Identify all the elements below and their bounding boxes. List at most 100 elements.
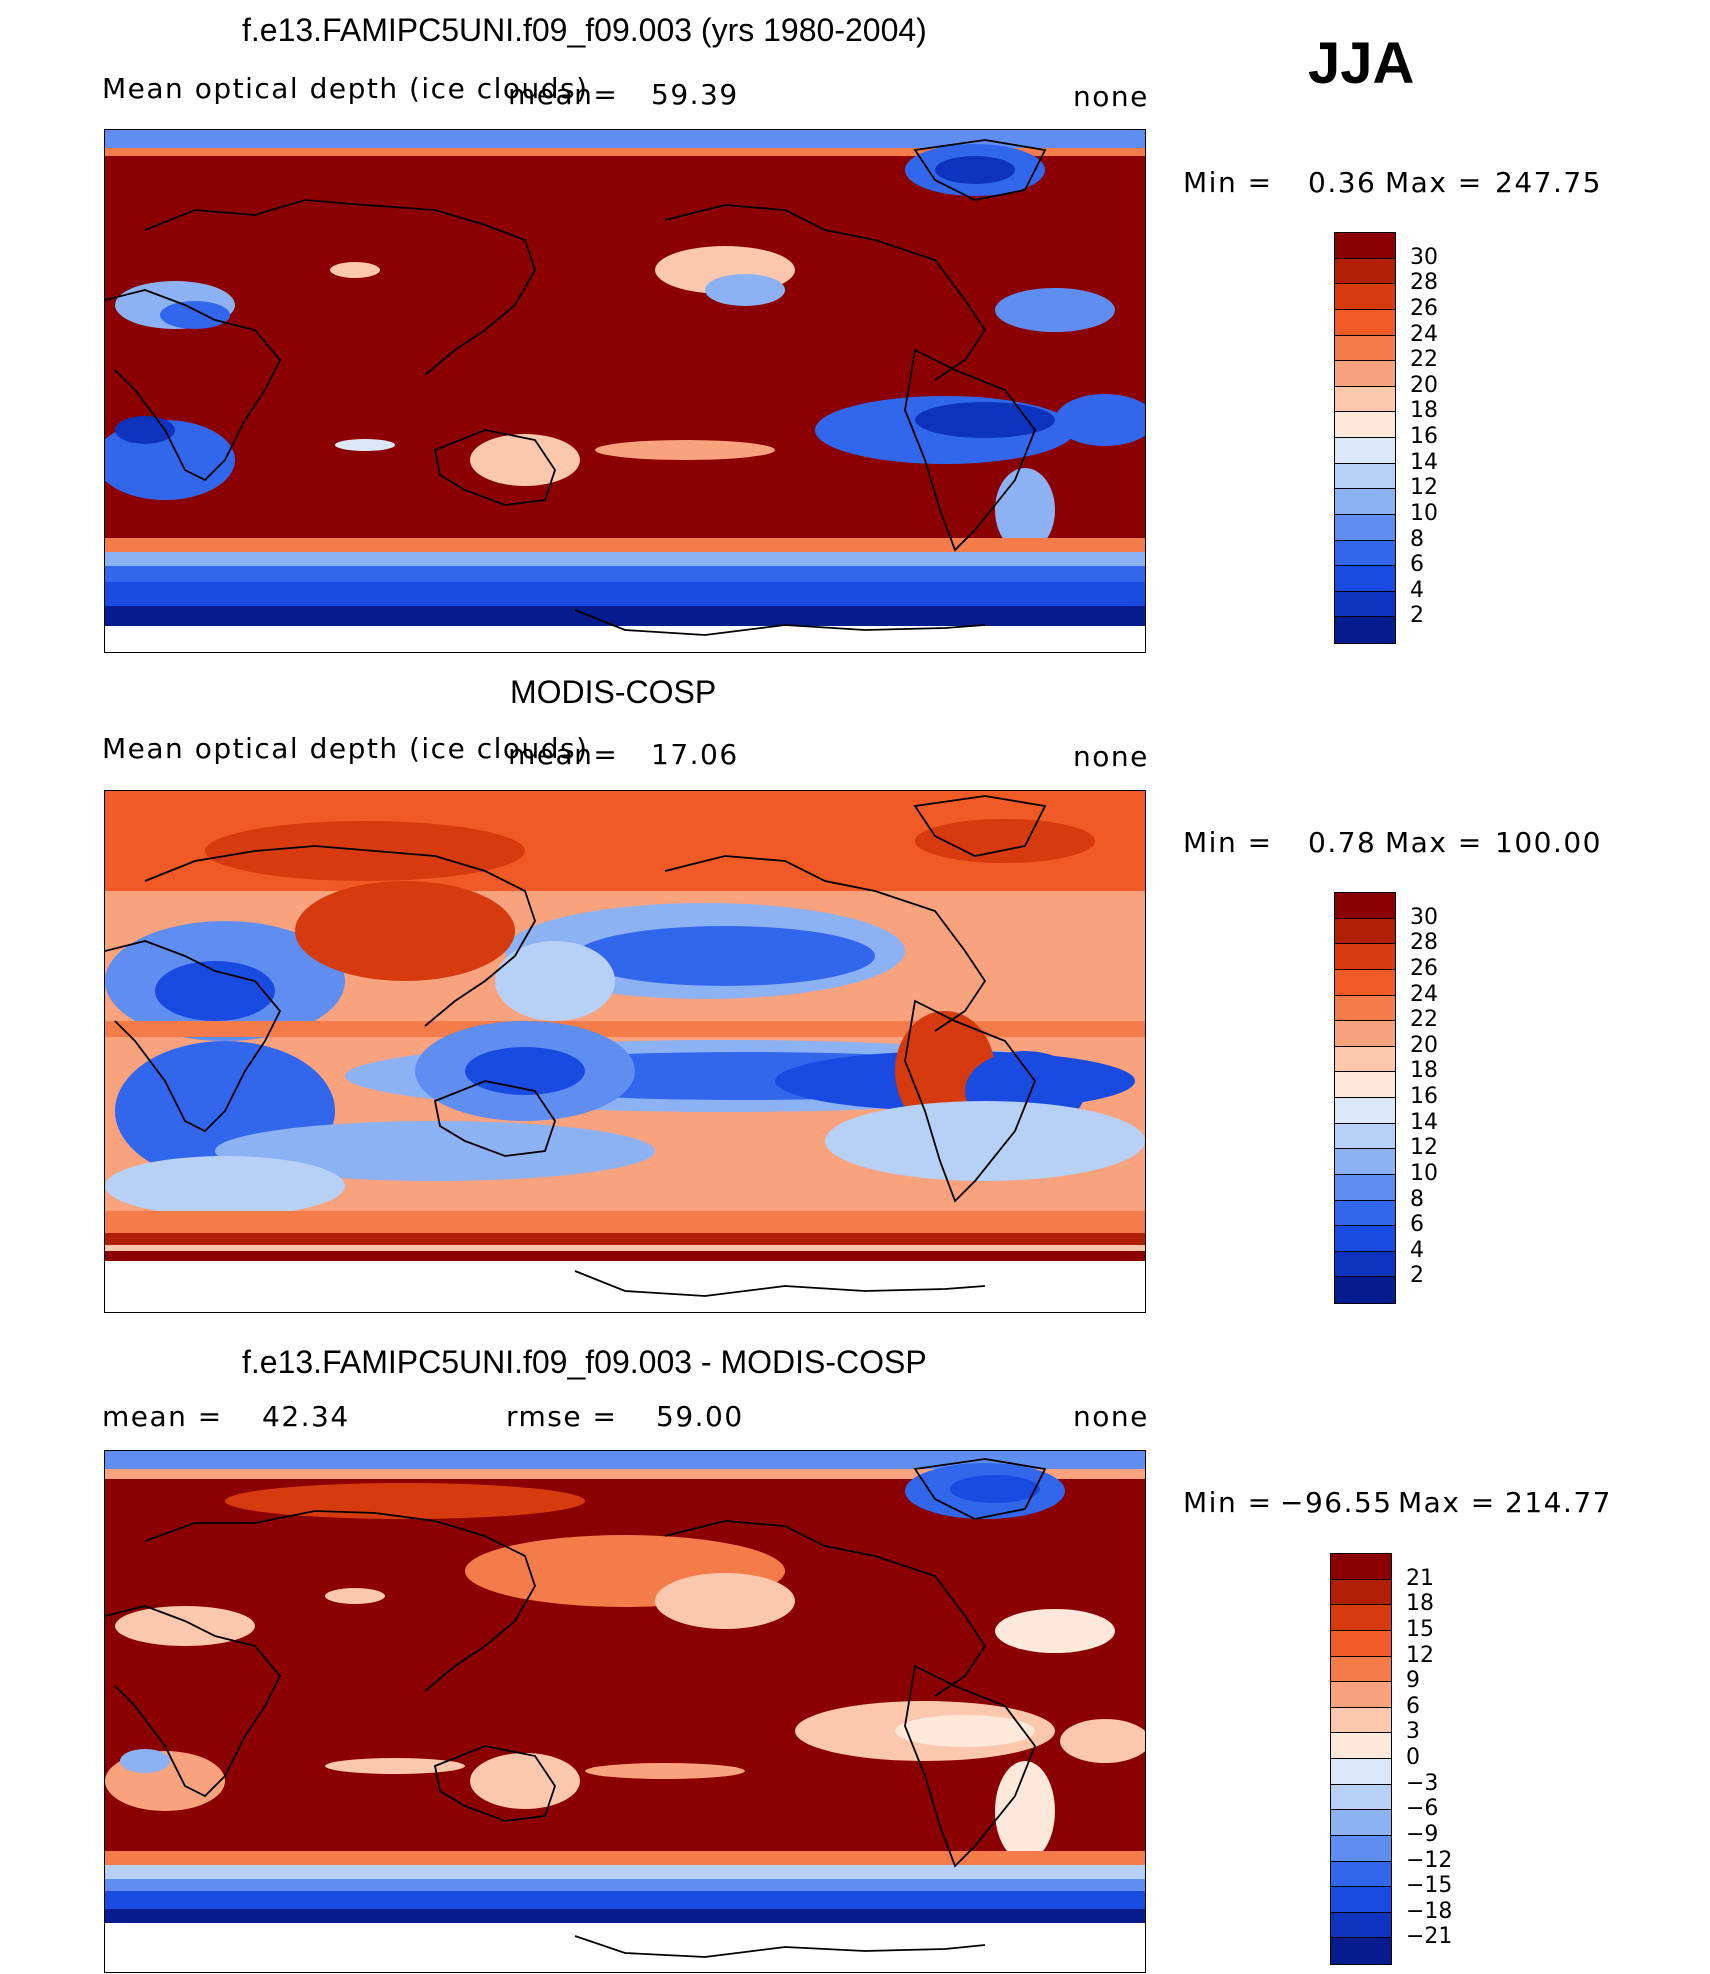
colorbar-swatch (1331, 1938, 1391, 1964)
colorbar-swatch (1335, 514, 1395, 541)
colorbar-tick-label: 26 (1410, 295, 1438, 321)
colorbar-swatch (1335, 361, 1395, 387)
season-label: JJA (1308, 31, 1415, 96)
colorbar-tick-label: 28 (1410, 270, 1438, 296)
colorbar-tick-label: 26 (1410, 955, 1438, 981)
colorbar-tick-label: −6 (1406, 1796, 1439, 1822)
colorbar-tick-label: 24 (1410, 981, 1438, 1007)
panel-2-variable: Mean optical depth (ice clouds) (102, 732, 589, 765)
panel-3-min-label: Min = (1183, 1486, 1273, 1519)
colorbar-swatch (1335, 617, 1395, 643)
panel-3-colorbar-ticks: 21 18 15 12 9 6 3 0 −3 −6 −9 −12 −15 −18 −21 (1406, 1553, 1476, 1963)
panel-2-max-label: Max = (1385, 826, 1483, 859)
colorbar-tick-label: 10 (1410, 1160, 1438, 1186)
colorbar-swatch (1335, 386, 1395, 413)
panel-1-min-value: 0.36 (1308, 166, 1377, 199)
colorbar-tick-label: 8 (1410, 1186, 1424, 1212)
panel-1-units: none (1073, 80, 1149, 113)
colorbar-swatch (1331, 1579, 1391, 1606)
panel-1-min-label: Min = (1183, 166, 1273, 199)
colorbar-swatch (1335, 1149, 1395, 1175)
colorbar-swatch (1335, 591, 1395, 618)
colorbar-swatch (1335, 1123, 1395, 1150)
panel-2-colorbar (1334, 892, 1396, 1304)
colorbar-tick-label: 4 (1410, 1237, 1424, 1263)
colorbar-swatch (1331, 1605, 1391, 1631)
panel-2-max-value: 100.00 (1495, 826, 1602, 859)
colorbar-swatch (1335, 995, 1395, 1022)
colorbar-tick-label: 3 (1406, 1719, 1420, 1745)
colorbar-tick-label: 24 (1410, 321, 1438, 347)
colorbar-tick-label: −9 (1406, 1821, 1439, 1847)
colorbar-tick-label: 9 (1406, 1668, 1420, 1694)
panel-1-max-value: 247.75 (1495, 166, 1602, 199)
panel-2-units: none (1073, 740, 1149, 773)
colorbar-swatch (1335, 309, 1395, 336)
panel-1-max-label: Max = (1385, 166, 1483, 199)
colorbar-tick-label: 16 (1410, 424, 1438, 449)
colorbar-tick-label: 6 (1410, 1212, 1424, 1238)
colorbar-tick-label: 18 (1410, 398, 1438, 424)
colorbar-swatch (1335, 284, 1395, 310)
panel-3-map-field (105, 1451, 1145, 1972)
panel-1-colorbar-ticks: 30 28 26 24 22 20 18 16 14 12 10 8 6 4 2 (1410, 232, 1470, 642)
panel-2-colorbar-ticks: 30 28 26 24 22 20 18 16 14 12 10 8 6 4 2 (1410, 892, 1470, 1302)
colorbar-swatch (1335, 540, 1395, 567)
panel-3-mean-value: 42.34 (262, 1400, 350, 1433)
colorbar-swatch (1331, 1810, 1391, 1836)
colorbar-swatch (1331, 1656, 1391, 1683)
panel-3-rmse-label: rmse = (506, 1400, 618, 1433)
colorbar-swatch (1335, 258, 1395, 285)
panel-1-mean-value: 59.39 (651, 78, 739, 111)
colorbar-swatch (1335, 335, 1395, 362)
colorbar-tick-label: 15 (1406, 1616, 1434, 1642)
panel-3-map (104, 1450, 1146, 1973)
colorbar-swatch (1331, 1707, 1391, 1734)
colorbar-swatch (1335, 1277, 1395, 1303)
panel-1-map-field (105, 130, 1145, 652)
colorbar-swatch (1331, 1887, 1391, 1913)
colorbar-tick-label: 22 (1410, 347, 1438, 373)
panel-3-units: none (1073, 1400, 1149, 1433)
panel-1-title: f.e13.FAMIPC5UNI.f09_f09.003 (yrs 1980-2… (242, 12, 927, 48)
colorbar-swatch (1331, 1630, 1391, 1657)
colorbar-swatch (1335, 1021, 1395, 1047)
colorbar-swatch (1335, 893, 1395, 919)
colorbar-tick-label: 12 (1410, 475, 1438, 501)
colorbar-swatch (1335, 1251, 1395, 1278)
colorbar-tick-label: 6 (1410, 552, 1424, 578)
colorbar-swatch (1331, 1682, 1391, 1708)
colorbar-tick-label: 6 (1406, 1693, 1420, 1719)
colorbar-tick-label: 10 (1410, 500, 1438, 526)
colorbar-swatch (1335, 412, 1395, 438)
colorbar-swatch (1331, 1784, 1391, 1811)
colorbar-swatch (1335, 1226, 1395, 1252)
colorbar-swatch (1335, 969, 1395, 996)
panel-1-map (104, 129, 1146, 653)
colorbar-swatch (1335, 566, 1395, 592)
colorbar-swatch (1331, 1733, 1391, 1759)
panel-1-colorbar (1334, 232, 1396, 644)
colorbar-swatch (1331, 1554, 1391, 1580)
colorbar-tick-label: 16 (1410, 1084, 1438, 1109)
colorbar-tick-label: 21 (1406, 1565, 1434, 1591)
panel-3-max-label: Max = (1398, 1486, 1496, 1519)
panel-3-min-value: −96.55 (1280, 1486, 1393, 1519)
colorbar-tick-label: 2 (1410, 603, 1424, 629)
panel-1-mean-label: mean= (508, 78, 619, 111)
panel-2-mean-label: mean= (508, 738, 619, 771)
panel-2-min-value: 0.78 (1308, 826, 1377, 859)
colorbar-tick-label: −12 (1406, 1847, 1453, 1873)
panel-2-map-field (105, 791, 1145, 1312)
colorbar-tick-label: 12 (1406, 1642, 1434, 1668)
colorbar-swatch (1335, 944, 1395, 970)
colorbar-swatch (1335, 233, 1395, 259)
colorbar-tick-label: 18 (1410, 1058, 1438, 1084)
panel-3-colorbar (1330, 1553, 1392, 1965)
panel-2-mean-value: 17.06 (651, 738, 739, 771)
colorbar-tick-label: 18 (1406, 1591, 1434, 1617)
panel-3-title: f.e13.FAMIPC5UNI.f09_f09.003 - MODIS-COS… (242, 1344, 927, 1380)
colorbar-tick-label: 30 (1410, 244, 1438, 270)
colorbar-swatch (1335, 1098, 1395, 1124)
colorbar-tick-label: −15 (1406, 1873, 1453, 1899)
